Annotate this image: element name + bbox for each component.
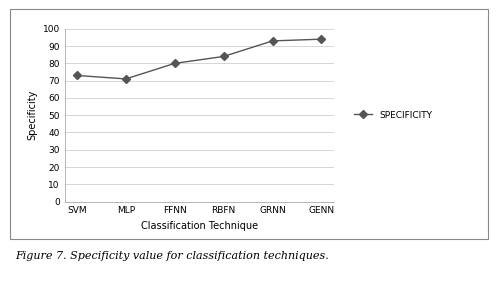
SPECIFICITY [221,55,227,58]
Y-axis label: Specificity: Specificity [27,90,37,140]
Line: SPECIFICITY: SPECIFICITY [74,36,324,82]
SPECIFICITY [74,74,80,77]
SPECIFICITY [172,62,178,65]
SPECIFICITY [123,77,129,81]
Text: Figure 7. Specificity value for classification techniques.: Figure 7. Specificity value for classifi… [15,251,329,261]
SPECIFICITY [269,39,275,43]
SPECIFICITY [318,37,324,41]
X-axis label: Classification Technique: Classification Technique [140,221,258,231]
Legend: SPECIFICITY: SPECIFICITY [352,108,435,122]
